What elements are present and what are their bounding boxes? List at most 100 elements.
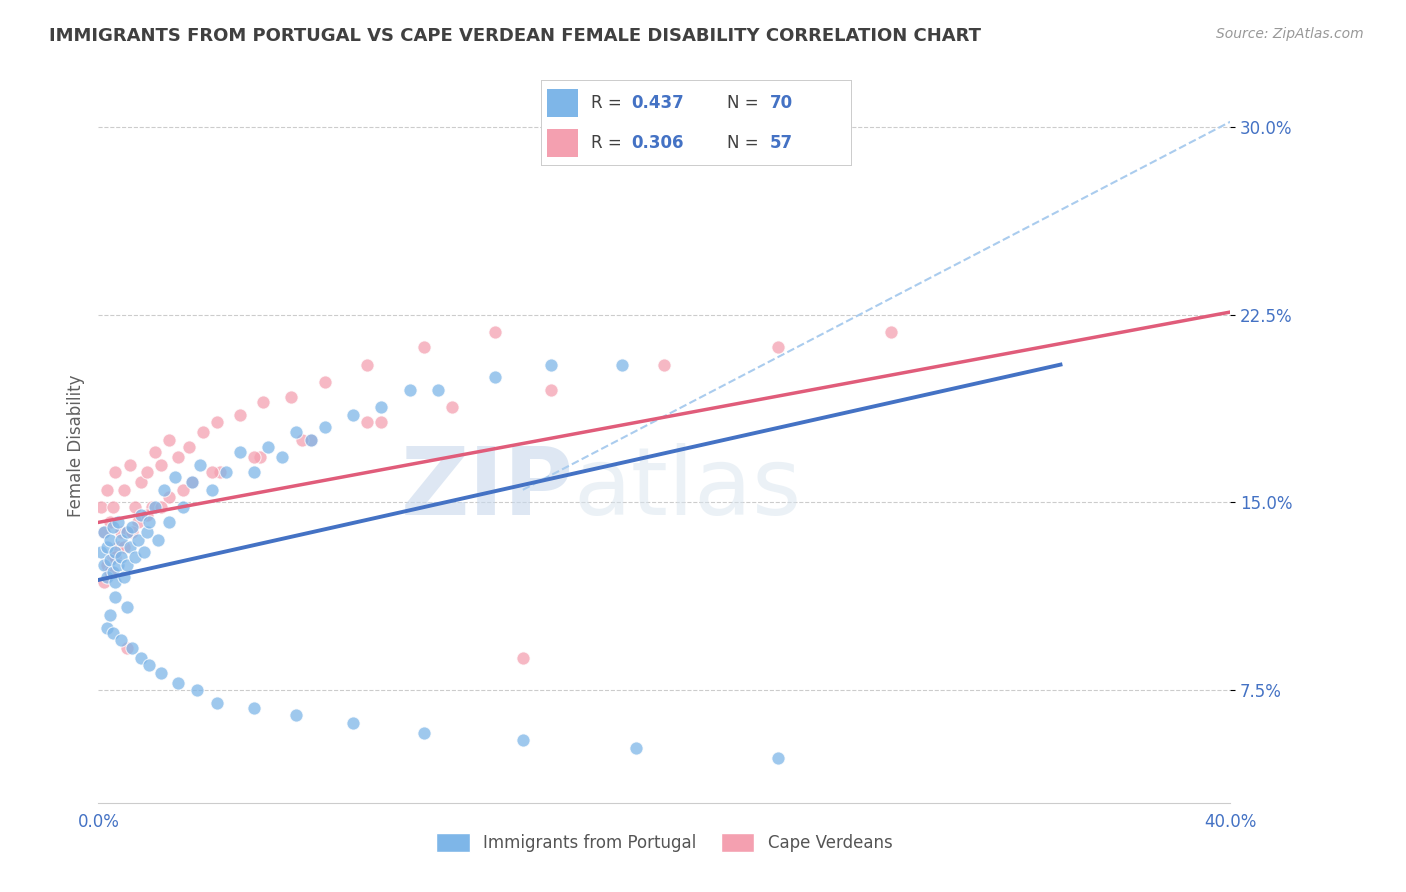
Point bbox=[207, 696, 229, 710]
Point bbox=[98, 607, 121, 622]
Point bbox=[285, 708, 308, 723]
Point bbox=[115, 525, 138, 540]
Point bbox=[229, 445, 252, 459]
Point bbox=[149, 458, 172, 472]
Bar bbox=[547, 128, 578, 157]
Point bbox=[127, 516, 149, 530]
Point bbox=[146, 533, 169, 547]
Point bbox=[112, 541, 135, 555]
Point bbox=[107, 516, 129, 530]
Text: N =: N = bbox=[727, 134, 763, 152]
Point bbox=[141, 500, 163, 515]
Point bbox=[115, 640, 138, 655]
Point bbox=[180, 475, 202, 490]
Point bbox=[201, 465, 224, 479]
Point bbox=[90, 545, 112, 559]
Point bbox=[104, 545, 127, 559]
Point bbox=[512, 733, 534, 747]
Point bbox=[285, 425, 308, 440]
Point bbox=[118, 541, 141, 555]
Point bbox=[191, 425, 214, 440]
Text: atlas: atlas bbox=[574, 442, 801, 535]
Text: 0.306: 0.306 bbox=[631, 134, 683, 152]
Point bbox=[93, 575, 115, 590]
Point bbox=[129, 508, 152, 522]
Point bbox=[271, 450, 294, 465]
Point bbox=[291, 433, 314, 447]
Point bbox=[101, 500, 124, 515]
Point bbox=[370, 415, 392, 429]
Point bbox=[186, 683, 208, 698]
Point bbox=[143, 445, 166, 459]
Point bbox=[115, 525, 138, 540]
Point bbox=[412, 340, 434, 354]
Point bbox=[280, 390, 302, 404]
Point bbox=[96, 541, 118, 555]
Point bbox=[152, 483, 174, 497]
Text: 0.437: 0.437 bbox=[631, 95, 683, 112]
Point bbox=[624, 740, 647, 755]
Point bbox=[107, 541, 129, 555]
Point bbox=[112, 483, 135, 497]
Point bbox=[110, 633, 132, 648]
Point bbox=[207, 415, 229, 429]
Point bbox=[299, 433, 322, 447]
Point bbox=[143, 500, 166, 515]
Point bbox=[104, 591, 127, 605]
Point bbox=[93, 525, 115, 540]
Point bbox=[98, 533, 121, 547]
Point bbox=[132, 545, 155, 559]
Point bbox=[356, 358, 378, 372]
Point bbox=[441, 400, 464, 414]
Point bbox=[121, 520, 143, 534]
Point bbox=[540, 383, 562, 397]
Point bbox=[135, 465, 157, 479]
Point bbox=[115, 600, 138, 615]
Point bbox=[540, 358, 562, 372]
Point bbox=[229, 408, 252, 422]
Point bbox=[121, 525, 143, 540]
Text: ZIP: ZIP bbox=[401, 442, 574, 535]
Point bbox=[177, 440, 200, 454]
Point bbox=[512, 650, 534, 665]
Point bbox=[93, 525, 115, 540]
Point bbox=[98, 566, 121, 580]
Y-axis label: Female Disability: Female Disability bbox=[66, 375, 84, 517]
Point bbox=[342, 715, 364, 730]
Point bbox=[110, 533, 132, 547]
Point bbox=[163, 470, 186, 484]
Point bbox=[201, 483, 224, 497]
Point bbox=[115, 558, 138, 572]
Point bbox=[766, 750, 789, 764]
Text: N =: N = bbox=[727, 95, 763, 112]
Point bbox=[124, 550, 146, 565]
Point bbox=[127, 533, 149, 547]
Point bbox=[252, 395, 274, 409]
Point bbox=[121, 640, 143, 655]
Point bbox=[98, 516, 121, 530]
Point bbox=[209, 465, 232, 479]
Point bbox=[110, 550, 132, 565]
Point bbox=[135, 508, 157, 522]
Point bbox=[766, 340, 789, 354]
Point bbox=[215, 465, 238, 479]
Point bbox=[101, 520, 124, 534]
Point bbox=[412, 725, 434, 739]
Point bbox=[129, 650, 152, 665]
Point bbox=[172, 500, 194, 515]
Point bbox=[427, 383, 450, 397]
Point bbox=[101, 625, 124, 640]
Text: R =: R = bbox=[591, 134, 627, 152]
Point bbox=[610, 358, 633, 372]
Point bbox=[93, 558, 115, 572]
Point bbox=[138, 658, 160, 673]
Point bbox=[188, 458, 211, 472]
Point bbox=[484, 370, 506, 384]
Point bbox=[135, 525, 157, 540]
Point bbox=[356, 415, 378, 429]
Point bbox=[257, 440, 280, 454]
Point bbox=[157, 491, 180, 505]
Point bbox=[243, 465, 266, 479]
Point bbox=[157, 516, 180, 530]
Point bbox=[129, 475, 152, 490]
